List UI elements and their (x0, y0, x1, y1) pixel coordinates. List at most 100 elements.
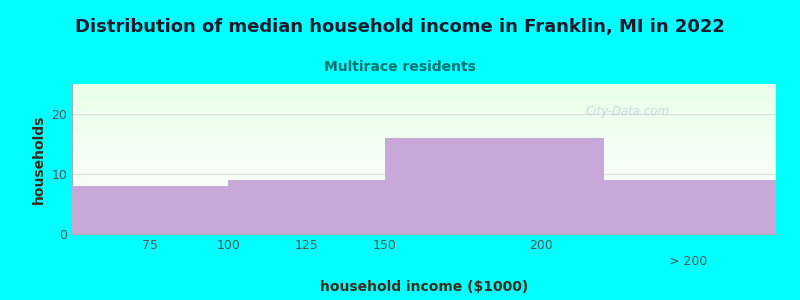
Bar (72, 151, 776, 152)
Bar (72, 187, 776, 188)
Bar (72, 175, 776, 176)
Bar (72, 211, 776, 212)
Bar (72, 190, 776, 191)
Bar (72, 85, 776, 86)
Text: > 200: > 200 (670, 255, 707, 268)
X-axis label: household income ($1000): household income ($1000) (320, 280, 528, 294)
Bar (72, 110, 776, 111)
Bar (72, 183, 776, 184)
Bar (72, 145, 776, 146)
Bar (72, 129, 776, 130)
Bar (72, 94, 776, 95)
Bar (72, 139, 776, 140)
Bar (72, 97, 776, 98)
Bar (72, 136, 776, 137)
Bar (72, 191, 776, 192)
Bar (72, 109, 776, 110)
Bar (72, 227, 776, 228)
Bar (385, 138, 604, 234)
Bar (72, 159, 776, 160)
Bar (72, 216, 776, 217)
Bar (72, 120, 776, 121)
Bar (72, 118, 776, 119)
Bar (72, 185, 776, 186)
Bar (72, 180, 776, 181)
Bar (72, 126, 776, 127)
Bar (72, 87, 776, 88)
Bar (72, 107, 776, 108)
Bar (72, 157, 776, 158)
Bar (72, 158, 776, 159)
Bar (72, 156, 776, 157)
Bar (72, 118, 776, 119)
Bar (72, 210, 776, 211)
Bar (72, 142, 776, 143)
Bar (72, 101, 776, 102)
Bar (72, 122, 776, 123)
Bar (72, 199, 776, 200)
Bar (72, 90, 776, 91)
Bar (72, 116, 776, 117)
Bar (72, 127, 776, 128)
Bar (72, 224, 776, 225)
Bar (72, 169, 776, 170)
Bar (72, 144, 776, 145)
Bar (72, 194, 776, 195)
Bar (72, 104, 776, 105)
Text: Distribution of median household income in Franklin, MI in 2022: Distribution of median household income … (75, 18, 725, 36)
Bar (72, 140, 776, 141)
Bar (72, 203, 776, 204)
Bar (72, 108, 776, 109)
Bar (72, 137, 776, 138)
Y-axis label: households: households (32, 114, 46, 204)
Bar (72, 99, 776, 100)
Bar (72, 182, 776, 183)
Bar (72, 218, 776, 219)
Bar (72, 103, 776, 104)
Bar (72, 161, 776, 162)
Bar (72, 85, 776, 86)
Bar (72, 214, 776, 215)
Bar (72, 153, 776, 154)
Bar (72, 232, 776, 233)
Bar (72, 112, 776, 113)
Bar (72, 123, 776, 124)
Bar (72, 166, 776, 167)
Bar (72, 86, 776, 87)
Bar (72, 202, 776, 203)
Bar (72, 155, 776, 156)
Bar (72, 215, 776, 216)
Bar (72, 106, 776, 107)
Bar (72, 100, 776, 101)
Bar (72, 225, 776, 226)
Bar (72, 186, 229, 234)
Bar (72, 152, 776, 153)
Bar (229, 180, 385, 234)
Bar (72, 88, 776, 89)
Bar (72, 138, 776, 139)
Bar (72, 117, 776, 118)
Bar (72, 201, 776, 202)
Bar (72, 89, 776, 90)
Bar (72, 189, 776, 190)
Bar (72, 100, 776, 101)
Bar (72, 154, 776, 155)
Bar (72, 176, 776, 177)
Bar (72, 188, 776, 189)
Bar (72, 233, 776, 234)
Bar (72, 111, 776, 112)
Bar (72, 105, 776, 106)
Bar (72, 93, 776, 94)
Text: City-Data.com: City-Data.com (586, 104, 670, 118)
Bar (72, 163, 776, 164)
Bar (72, 184, 776, 185)
Bar (72, 98, 776, 99)
Bar (72, 96, 776, 97)
Bar (72, 130, 776, 131)
Bar (72, 196, 776, 197)
Bar (72, 143, 776, 144)
Bar (72, 213, 776, 214)
Bar (72, 128, 776, 129)
Bar (72, 223, 776, 224)
Bar (72, 230, 776, 231)
